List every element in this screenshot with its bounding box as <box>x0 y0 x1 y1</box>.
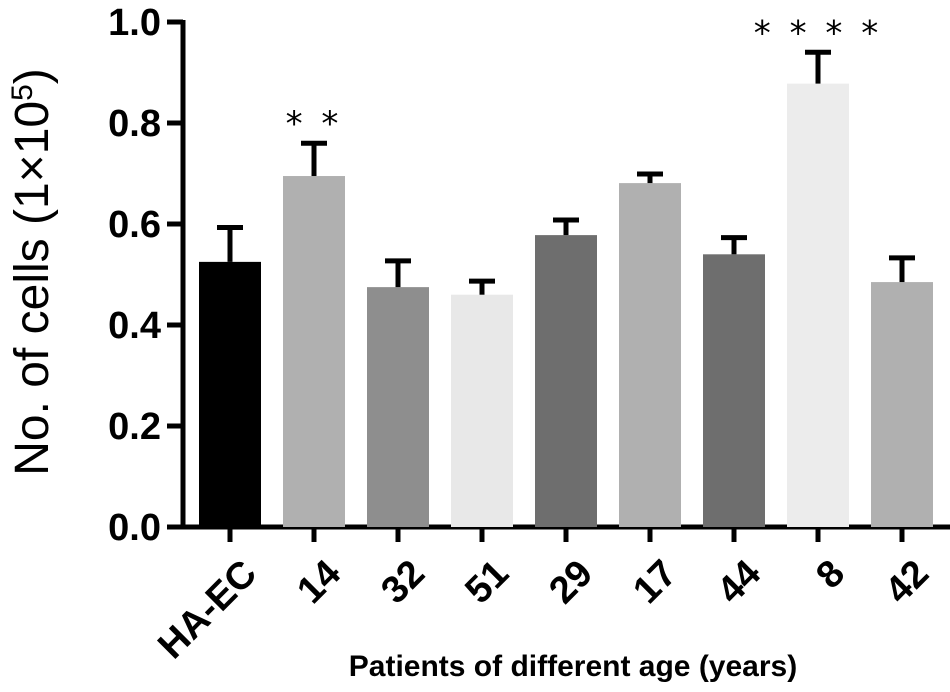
x-tick-label: 51 <box>457 552 517 612</box>
x-tick-label: 44 <box>709 552 769 612</box>
y-axis-label-close: ) <box>6 68 59 84</box>
y-tick-label: 0.6 <box>108 204 161 246</box>
x-tick-label: 42 <box>877 552 937 612</box>
y-tick-label: 1.0 <box>108 2 161 44</box>
x-tick-label: 8 <box>808 552 853 597</box>
svg-text:No. of cells (1×105): No. of cells (1×105) <box>6 68 60 476</box>
x-tick-label: 32 <box>373 552 433 612</box>
bar <box>871 282 933 527</box>
plot-area: 0.0 0.2 0.4 0.6 0.8 1.0 HA-EC 14 * * 32 51 29 17 44 8 *… <box>108 2 950 667</box>
y-tick-label: 0.0 <box>108 507 161 549</box>
bar <box>787 83 849 528</box>
bar <box>199 261 261 527</box>
x-tick-label: 17 <box>625 552 685 612</box>
x-axis-label: Patients of different age (years) <box>349 650 797 683</box>
significance-marker: * * <box>286 104 343 144</box>
bar <box>451 294 513 527</box>
y-axis-label: No. of cells (1×105) <box>6 68 60 476</box>
x-tick-label: HA-EC <box>150 552 265 667</box>
x-tick-label: 29 <box>541 552 601 612</box>
bar <box>283 176 345 527</box>
significance-marker: * * * * <box>754 13 882 53</box>
bar <box>619 183 681 527</box>
y-tick-label: 0.8 <box>108 103 161 145</box>
bar <box>367 287 429 527</box>
y-tick-label: 0.2 <box>108 406 161 448</box>
x-tick-label: 14 <box>289 552 349 612</box>
y-axis-label-main: No. of cells (1×10 <box>6 101 59 476</box>
y-tick-label: 0.4 <box>108 305 161 347</box>
bar <box>703 254 765 528</box>
bar <box>535 235 597 528</box>
y-axis-label-exponent: 5 <box>6 84 39 101</box>
